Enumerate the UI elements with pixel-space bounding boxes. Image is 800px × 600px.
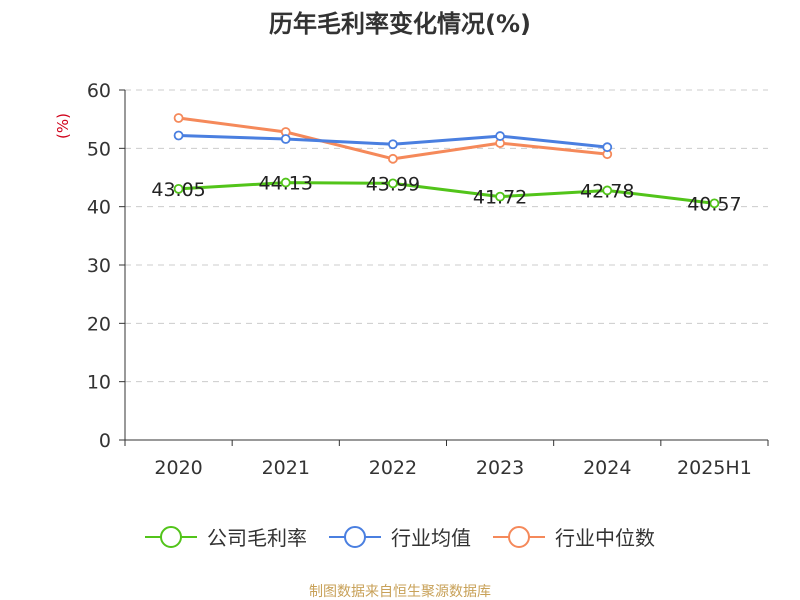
x-tick-label-2022: 2022 [369, 457, 417, 479]
data-label: 42.78 [580, 180, 634, 202]
y-tick-label-40: 40 [87, 197, 111, 219]
x-tick-label-2025H1: 2025H1 [677, 457, 752, 479]
y-tick-label-50: 50 [87, 138, 111, 160]
series-line-1 [178, 181, 715, 205]
series-3-point [173, 113, 184, 123]
y-tick-label-30: 30 [87, 255, 111, 277]
data-label: 41.72 [473, 187, 527, 209]
axes: 0 10 20 30 40 50 60 2020 2021 2022 2023 2024 2025H1 [87, 80, 769, 479]
series-1-point [280, 177, 291, 188]
data-labels: 43.05 44.13 43.99 41.72 42.78 40.57 [151, 173, 741, 216]
data-label: 44.13 [259, 173, 313, 195]
series-2-point [280, 134, 291, 144]
series-1 [173, 177, 720, 209]
legend-item-1: 公司毛利率 [145, 526, 307, 550]
y-tick-label-10: 10 [87, 372, 111, 394]
chart-title: 历年毛利率变化情况(%) [269, 10, 531, 38]
series-lines [173, 113, 720, 209]
y-tick-label-60: 60 [87, 80, 111, 102]
y-tick-label-0: 0 [99, 430, 111, 452]
series-1-point [709, 198, 720, 209]
series-1-point [173, 183, 184, 194]
data-label: 43.99 [366, 173, 420, 195]
legend-label: 行业中位数 [555, 526, 655, 550]
series-2-point [495, 131, 505, 141]
y-axis-unit: (%) [54, 113, 72, 139]
legend-marker [508, 526, 530, 548]
legend-item-2: 行业均值 [329, 526, 471, 550]
legend-label: 行业均值 [391, 526, 471, 550]
legend-marker [160, 526, 182, 548]
series-1-point [495, 191, 505, 202]
x-tick-label-2023: 2023 [476, 457, 524, 479]
series-3-point [388, 153, 398, 164]
series-2-point [602, 142, 613, 153]
gridlines [125, 89, 768, 383]
x-tick-label-2024: 2024 [583, 457, 631, 479]
x-tick-label-2020: 2020 [154, 457, 202, 479]
series-1-point [388, 178, 398, 189]
series-2-point [388, 139, 398, 150]
legend-marker [344, 526, 366, 548]
y-tick-label-20: 20 [87, 313, 111, 335]
data-label: 40.57 [687, 193, 741, 215]
source-note: 制图数据来自恒生聚源数据库 [309, 584, 491, 600]
series-1-point [602, 185, 613, 196]
series-2-point [173, 130, 184, 141]
legend-item-3: 行业中位数 [493, 526, 655, 550]
series-2 [173, 130, 613, 153]
x-tick-label-2021: 2021 [262, 457, 310, 479]
legend-label: 公司毛利率 [207, 526, 307, 550]
data-label: 43.05 [151, 179, 205, 201]
legend: 公司毛利率 行业均值 行业中位数 [145, 526, 655, 550]
